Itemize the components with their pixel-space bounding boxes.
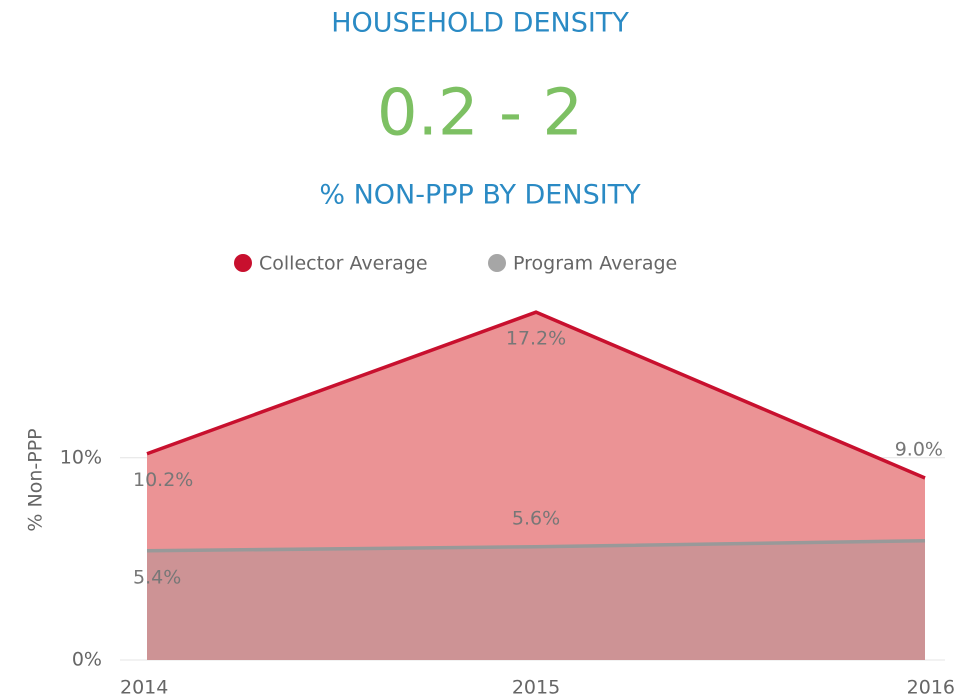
line xyxy=(146,538,926,553)
area-fill xyxy=(147,540,925,660)
legend-marker xyxy=(234,254,252,272)
x-tick-label: 2015 xyxy=(512,677,560,698)
header-title: HOUSEHOLD DENSITY xyxy=(331,8,629,39)
legend-label: Program Average xyxy=(513,253,677,275)
data-label: 5.6% xyxy=(512,507,560,529)
data-label: 17.2% xyxy=(506,328,566,350)
y-axis-label: % Non-PPP xyxy=(25,428,47,531)
data-label: 10.2% xyxy=(133,469,193,491)
x-tick-label: 2016 xyxy=(907,677,955,698)
legend-label: Collector Average xyxy=(259,253,428,275)
line xyxy=(146,310,926,480)
header-value: 0.2 - 2 xyxy=(377,77,583,151)
y-tick-label: 0% xyxy=(72,649,102,671)
data-label: 5.4% xyxy=(133,566,181,588)
area-fill xyxy=(147,312,925,660)
x-tick-label: 2014 xyxy=(120,677,168,698)
legend-marker xyxy=(488,254,506,272)
data-label: 9.0% xyxy=(895,439,943,461)
chart-title: % NON-PPP BY DENSITY xyxy=(319,180,641,211)
y-tick-label: 10% xyxy=(60,446,102,468)
